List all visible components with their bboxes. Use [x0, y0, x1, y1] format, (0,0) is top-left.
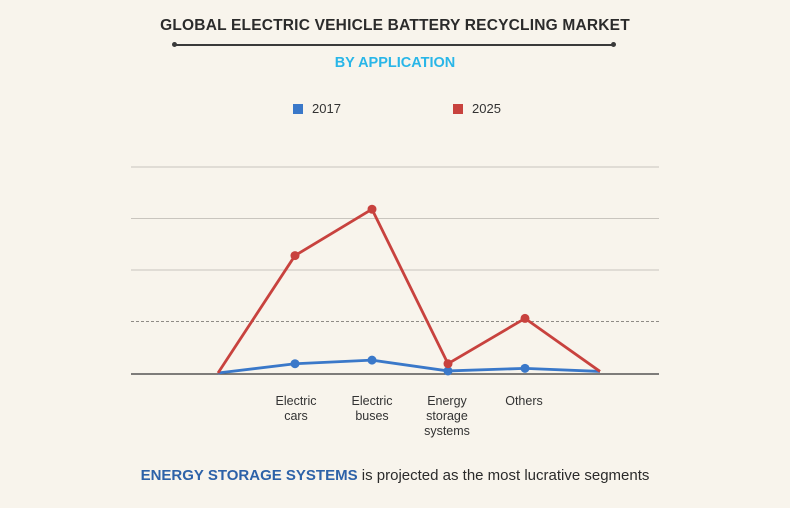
- title-underline: [172, 42, 616, 47]
- data-point-2025-3: [443, 359, 453, 369]
- category-label-electric-cars: Electric cars: [275, 394, 317, 423]
- legend-swatch-2025: [453, 103, 463, 114]
- legend-item-2025: 2025: [453, 101, 501, 116]
- category-label-others: Others: [505, 394, 543, 408]
- chart-title: GLOBAL ELECTRIC VEHICLE BATTERY RECYCLIN…: [160, 17, 630, 34]
- data-point-2017-4: [520, 363, 530, 373]
- data-point-2017-1: [290, 359, 300, 369]
- data-point-2025-2: [367, 204, 377, 214]
- series-line-2017: [217, 358, 601, 375]
- data-point-2017-2: [367, 355, 377, 365]
- data-point-2025-4: [520, 313, 530, 323]
- legend-item-2017: 2017: [293, 101, 341, 116]
- underline-dot-left: [172, 42, 177, 47]
- series-line-2025: [216, 207, 601, 374]
- legend-label-2025: 2025: [472, 101, 501, 116]
- legend-swatch-2017: [293, 103, 303, 114]
- footer-note: ENERGY STORAGE SYSTEMS is projected as t…: [0, 467, 790, 484]
- chart-subtitle: BY APPLICATION: [334, 55, 456, 71]
- legend-label-2017: 2017: [312, 101, 341, 116]
- data-point-2017-3: [443, 366, 453, 376]
- footer-highlight: ENERGY STORAGE SYSTEMS: [140, 467, 358, 484]
- footer-text: is projected as the most lucrative segme…: [357, 467, 650, 484]
- category-label-energy-storage-systems: Energy storage systems: [424, 394, 470, 438]
- data-point-2025-1: [290, 251, 300, 261]
- underline-dot-right: [611, 42, 616, 47]
- category-label-electric-buses: Electric buses: [351, 394, 393, 423]
